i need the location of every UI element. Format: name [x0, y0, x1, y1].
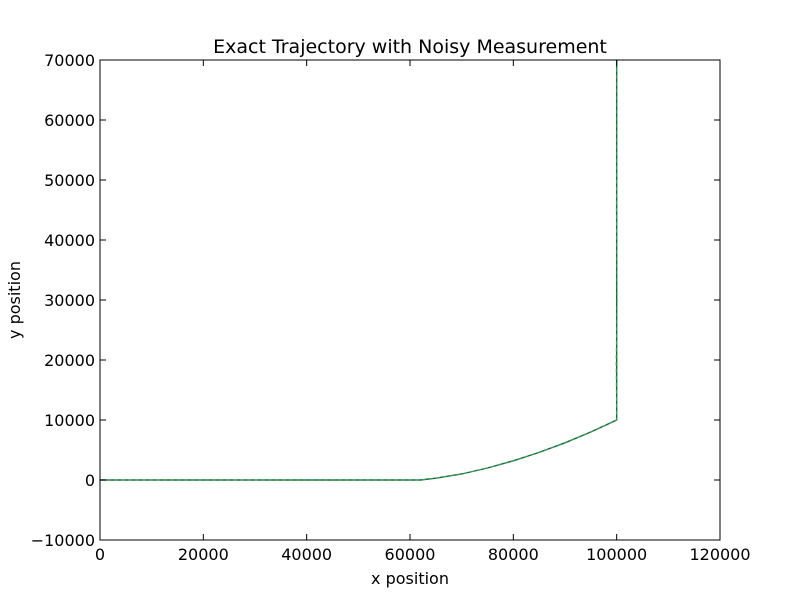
plot-frame: [99, 59, 721, 541]
x-tick-label: 80000: [488, 545, 539, 564]
y-tick-label: −10000: [31, 531, 95, 550]
y-tick-label: 40000: [44, 231, 95, 250]
x-tick-label: 40000: [281, 545, 332, 564]
x-tick-label: 120000: [689, 545, 750, 564]
y-tick-label: 20000: [44, 351, 95, 370]
chart-title: Exact Trajectory with Noisy Measurement: [213, 36, 607, 58]
series-line-2: [99, 59, 618, 481]
y-tick-label: 0: [85, 471, 95, 490]
x-tick-label: 60000: [385, 545, 436, 564]
data-layer: [99, 59, 618, 481]
tick-layer: 0 20000 40000 60000 80000 100000 120000−100000…: [31, 51, 751, 564]
y-tick-label: 70000: [44, 51, 95, 70]
y-tick-label: 60000: [44, 111, 95, 130]
y-tick-label: 50000: [44, 171, 95, 190]
y-tick-label: 30000: [44, 291, 95, 310]
x-axis-label: x position: [371, 569, 449, 588]
x-tick-label: 20000: [178, 545, 229, 564]
y-tick-label: 10000: [44, 411, 95, 430]
x-tick-label: 100000: [586, 545, 647, 564]
x-tick-label: 0: [95, 545, 105, 564]
y-axis-label: y position: [5, 261, 24, 339]
